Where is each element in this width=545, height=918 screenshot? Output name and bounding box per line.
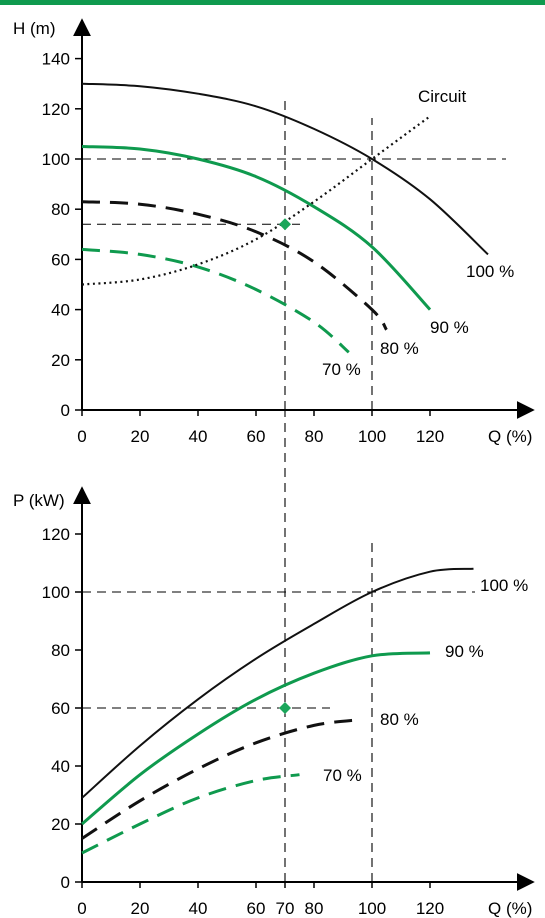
power-y-tick-label: 120 [42,525,70,544]
head-series-label: 70 % [322,360,361,379]
head-y-axis-title: H (m) [13,19,55,38]
head-y-tick-label: 20 [51,351,70,370]
power-series-80 [81,718,361,840]
power-series-label: 70 % [323,766,362,785]
head-series-100 [81,82,489,256]
head-series-label: 80 % [380,339,419,358]
power-panel: P (kW) Q (%) 0 20 40 60 80 100 120 0 20 40 60 70 80 100… [13,410,535,918]
power-series-label: 90 % [445,642,484,661]
head-y-tick-label: 140 [42,50,70,69]
head-series-label: Circuit [418,87,466,106]
head-y-tick-label: 0 [61,401,70,420]
head-series-circuit [81,115,431,286]
power-x-tick-label: 100 [358,899,386,918]
top-accent-bar [0,0,545,5]
power-x-tick-label: 60 [247,899,266,918]
head-x-tick-label: 0 [77,427,86,446]
power-x-tick-label: 20 [131,899,150,918]
head-series-80 [81,200,388,331]
head-x-tick-label: 40 [189,427,208,446]
head-x-tick-label: 80 [305,427,324,446]
head-series-label: 100 % [466,262,514,281]
power-y-axis-title: P (kW) [13,491,65,510]
power-x-tick-label: 120 [416,899,444,918]
head-y-tick-label: 100 [42,150,70,169]
power-y-tick-label: 60 [51,699,70,718]
head-panel: H (m) Q (%) 0 20 40 60 80 100 120 140 0 20 40 60 80 100… [13,18,535,446]
head-operating-point [279,218,291,231]
head-x-tick-label: 120 [416,427,444,446]
power-y-tick-label: 80 [51,641,70,660]
head-y-tick-label: 80 [51,200,70,219]
power-x-tick-label: 80 [305,899,324,918]
head-x-tick-label: 60 [247,427,266,446]
head-x-tick-label: 100 [358,427,386,446]
power-y-tick-label: 0 [61,873,70,892]
power-operating-point [279,702,291,714]
power-series-100 [81,567,474,799]
power-x-axis-title: Q (%) [488,899,532,918]
power-series-label: 100 % [480,576,528,595]
power-series-label: 80 % [380,710,419,729]
head-x-tick-label: 20 [131,427,150,446]
power-y-tick-label: 40 [51,757,70,776]
power-x-tick-label: 40 [189,899,208,918]
power-y-tick-label: 20 [51,815,70,834]
head-x-axis-title: Q (%) [488,427,532,446]
head-series-label: 90 % [430,318,469,337]
power-x-tick-label: 0 [77,899,86,918]
head-y-tick-label: 120 [42,100,70,119]
power-y-tick-label: 100 [42,583,70,602]
power-series-70 [81,773,300,855]
power-series-90 [81,651,431,826]
power-x-tick-label: 70 [276,899,295,918]
head-series-90 [81,145,432,311]
head-y-tick-label: 60 [51,250,70,269]
head-y-tick-label: 40 [51,301,70,320]
head-series-70 [81,247,350,354]
